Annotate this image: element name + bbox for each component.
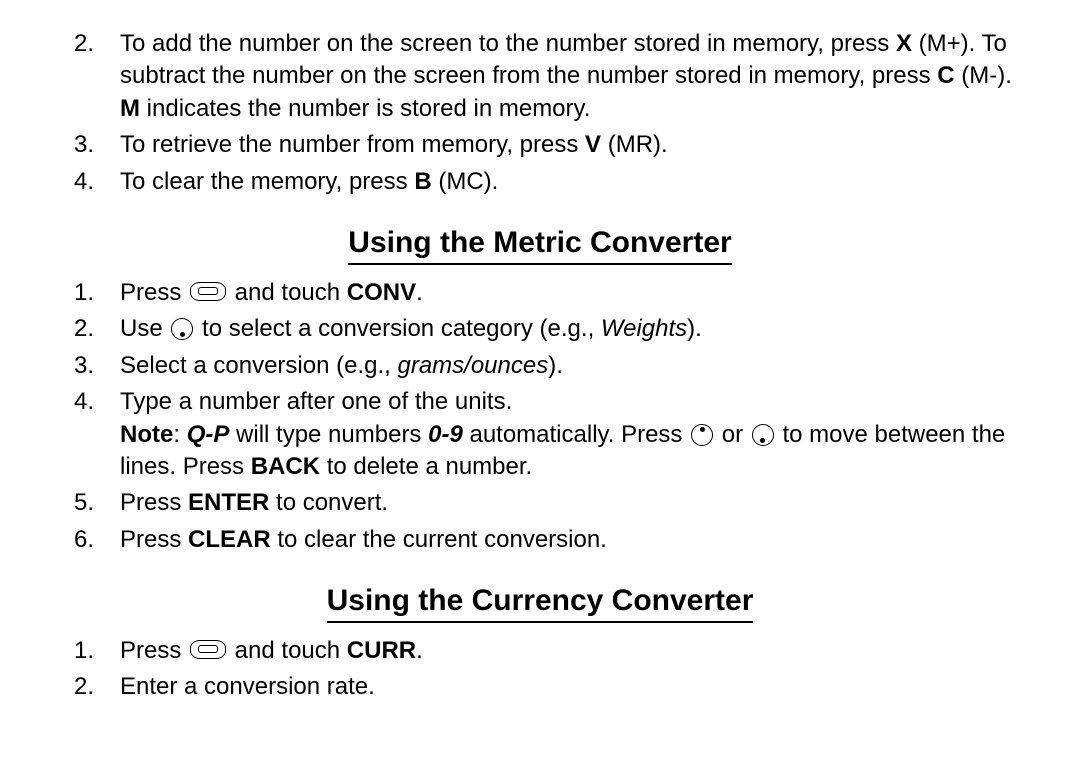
list-text: Use to select a conversion category (e.g… [120, 313, 1020, 345]
list-number: 2. [60, 28, 120, 60]
list-text: To retrieve the number from memory, pres… [120, 129, 1020, 161]
currency-item: 2.Enter a conversion rate. [60, 671, 1020, 703]
list-text: Press ENTER to convert. [120, 487, 1020, 519]
metric-item: 4.Type a number after one of the units.N… [60, 386, 1020, 483]
memory-item: 3.To retrieve the number from memory, pr… [60, 129, 1020, 161]
arrow-down-icon [171, 318, 193, 340]
list-number: 1. [60, 277, 120, 309]
document-page: 2.To add the number on the screen to the… [0, 0, 1080, 718]
metric-item: 6.Press CLEAR to clear the current conve… [60, 524, 1020, 556]
list-text: Press CLEAR to clear the current convers… [120, 524, 1020, 556]
list-number: 1. [60, 635, 120, 667]
arrow-up-icon [691, 424, 713, 446]
metric-converter-list: 1.Press and touch CONV.2.Use to select a… [60, 277, 1020, 556]
currency-converter-list: 1.Press and touch CURR.2.Enter a convers… [60, 635, 1020, 704]
metric-converter-heading: Using the Metric Converter [60, 226, 1020, 265]
list-number: 4. [60, 386, 120, 418]
list-number: 5. [60, 487, 120, 519]
currency-item: 1.Press and touch CURR. [60, 635, 1020, 667]
list-text: Type a number after one of the units.Not… [120, 386, 1020, 483]
list-text: Press and touch CONV. [120, 277, 1020, 309]
list-text: To add the number on the screen to the n… [120, 28, 1020, 125]
metric-item: 3.Select a conversion (e.g., grams/ounce… [60, 350, 1020, 382]
list-text: Enter a conversion rate. [120, 671, 1020, 703]
memory-instructions-list: 2.To add the number on the screen to the… [60, 28, 1020, 198]
arrow-down-icon [752, 424, 774, 446]
list-text: Press and touch CURR. [120, 635, 1020, 667]
currency-converter-heading: Using the Currency Converter [60, 584, 1020, 623]
list-number: 3. [60, 350, 120, 382]
list-number: 6. [60, 524, 120, 556]
list-number: 4. [60, 166, 120, 198]
memory-item: 2.To add the number on the screen to the… [60, 28, 1020, 125]
metric-item: 2.Use to select a conversion category (e… [60, 313, 1020, 345]
list-number: 2. [60, 671, 120, 703]
list-text: To clear the memory, press B (MC). [120, 166, 1020, 198]
metric-item: 1.Press and touch CONV. [60, 277, 1020, 309]
menu-button-icon [190, 640, 226, 659]
list-number: 2. [60, 313, 120, 345]
list-text: Select a conversion (e.g., grams/ounces)… [120, 350, 1020, 382]
metric-item: 5.Press ENTER to convert. [60, 487, 1020, 519]
menu-button-icon [190, 282, 226, 301]
memory-item: 4.To clear the memory, press B (MC). [60, 166, 1020, 198]
list-number: 3. [60, 129, 120, 161]
